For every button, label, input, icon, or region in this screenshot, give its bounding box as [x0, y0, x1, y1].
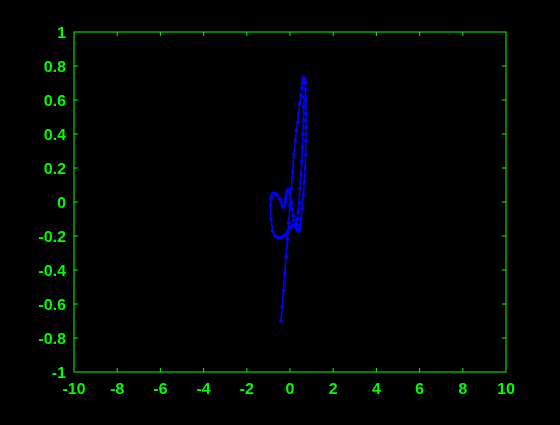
data-point — [284, 193, 288, 197]
data-point — [292, 218, 296, 223]
axes-box — [73, 31, 507, 373]
x-tick-label: -6 — [153, 381, 167, 398]
data-point — [288, 225, 292, 230]
data-point — [292, 152, 296, 157]
data-point — [302, 94, 306, 99]
data-point — [301, 193, 306, 197]
y-tick-labels: -1 -0.8 -0.6 -0.4 -0.2 0 0.2 0.4 0.6 0.8 1 — [38, 25, 66, 382]
data-point — [279, 319, 283, 323]
y-tick-label: 0.6 — [44, 93, 66, 110]
data-point — [269, 217, 273, 221]
x-tick-label: -4 — [196, 381, 210, 398]
data-point — [300, 81, 305, 85]
data-point — [301, 132, 305, 136]
x-tick-label: 2 — [329, 381, 338, 398]
data-point — [290, 207, 295, 211]
data-point — [277, 196, 282, 201]
data-point — [297, 101, 302, 106]
x-tick-label: -10 — [62, 381, 85, 398]
data-point — [297, 200, 301, 204]
data-point — [303, 166, 307, 170]
y-tick-label: 0.2 — [44, 161, 66, 178]
data-point — [273, 234, 278, 238]
data-point — [293, 139, 298, 143]
x-tick-label: -8 — [110, 381, 124, 398]
data-point — [281, 288, 286, 293]
data-point — [279, 235, 283, 240]
data-point — [302, 105, 306, 109]
data-point — [303, 81, 307, 85]
data-point — [304, 111, 308, 116]
data-point — [283, 271, 287, 276]
data-point — [297, 224, 302, 228]
data-point — [303, 88, 308, 92]
data-point — [291, 213, 295, 218]
data-point — [300, 145, 305, 150]
data-point — [288, 203, 292, 208]
y-tick-label: -0.2 — [38, 229, 66, 246]
y-tick-label: 1 — [57, 25, 66, 42]
x-tick-label: -2 — [240, 381, 254, 398]
data-point — [304, 98, 308, 102]
data-point — [300, 86, 304, 90]
data-point — [282, 203, 287, 208]
data-point — [288, 193, 293, 197]
y-tick-label: -1 — [52, 365, 66, 382]
data-point — [280, 305, 285, 310]
data-point — [284, 254, 288, 259]
y-tick-label: 0 — [57, 195, 66, 212]
data-point — [289, 186, 294, 191]
data-point — [294, 128, 299, 133]
data-point — [296, 210, 301, 214]
data-point — [296, 120, 300, 124]
data-point — [268, 203, 273, 208]
data-point — [294, 222, 299, 226]
data-point — [300, 207, 304, 211]
data-point — [283, 196, 288, 201]
y-tick-label: 0.8 — [44, 59, 66, 76]
data-point — [301, 118, 306, 123]
data-point — [298, 186, 302, 191]
y-tick-label: -0.6 — [38, 297, 66, 314]
data-point — [269, 196, 273, 201]
data-point — [296, 111, 301, 116]
data-point — [285, 237, 290, 242]
data-point — [283, 200, 288, 204]
data-point — [299, 217, 303, 221]
data-point — [303, 152, 308, 157]
data-point — [295, 217, 300, 221]
data-point — [275, 193, 279, 197]
data-point — [299, 159, 304, 163]
data-point — [289, 200, 294, 204]
x-tick-label: 0 — [286, 381, 295, 398]
data-point — [286, 229, 290, 233]
data-point — [304, 139, 308, 143]
x-tick-label: 4 — [372, 381, 381, 398]
series-layer — [268, 76, 308, 323]
x-tick-label: 6 — [415, 381, 424, 398]
x-tick-labels: -10 -8 -6 -4 -2 0 2 4 6 8 10 — [62, 381, 515, 398]
y-tick-label: 0.4 — [44, 127, 66, 144]
data-point — [276, 235, 280, 240]
data-point — [299, 173, 303, 177]
data-point — [281, 234, 286, 238]
data-point — [270, 229, 275, 233]
x-tick-label: 10 — [497, 381, 515, 398]
data-point — [286, 220, 291, 225]
y-tick-label: -0.4 — [38, 263, 66, 280]
data-point — [299, 93, 303, 97]
data-point — [302, 179, 307, 184]
data-point — [302, 77, 307, 82]
data-point — [287, 190, 292, 194]
data-point — [304, 125, 308, 129]
data-point — [279, 200, 283, 204]
x-tick-label: 8 — [458, 381, 467, 398]
y-tick-label: -0.8 — [38, 331, 66, 348]
data-point — [290, 169, 295, 174]
